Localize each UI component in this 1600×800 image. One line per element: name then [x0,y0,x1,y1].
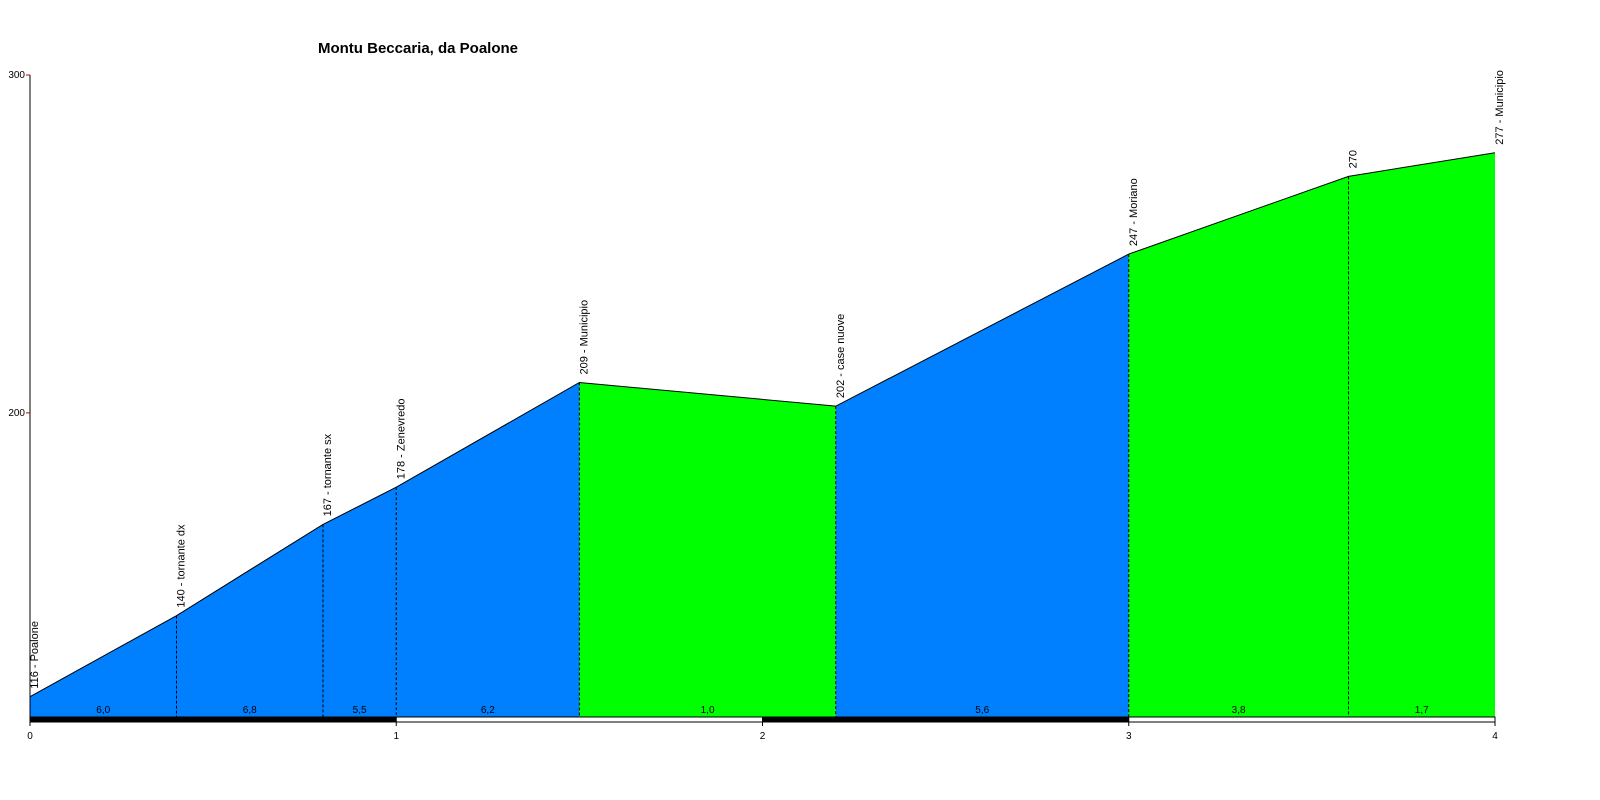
y-tick-label: 300 [8,70,25,81]
point-label: 140 - tornante dx [176,524,188,608]
point-label: 116 - Poalone [29,621,41,689]
gradient-label: 3,8 [1232,705,1246,716]
point-label: 178 - Zenevredo [395,399,407,480]
distance-bar [762,716,1130,723]
segment-area [1128,176,1349,718]
x-tick-label: 1 [393,731,399,742]
x-tick-label: 2 [760,731,766,742]
point-label: 209 - Municipio [578,300,590,375]
segment-area [579,382,836,717]
gradient-label: 1,0 [701,705,715,716]
gradient-label: 5,6 [975,705,989,716]
distance-bar [29,716,397,723]
point-label: 167 - tornante sx [322,433,334,516]
point-label: 202 - case nuove [835,314,847,398]
x-tick-label: 4 [1492,731,1498,742]
gradient-label: 6,2 [481,705,495,716]
segment-area [30,615,177,717]
point-label: 270 [1348,150,1360,168]
segment-area [323,487,397,717]
gradient-label: 6,0 [96,705,110,716]
y-tick-label: 200 [8,408,25,419]
gradient-label: 6,8 [243,705,257,716]
gradient-label: 1,7 [1415,705,1429,716]
x-tick-label: 0 [27,731,33,742]
chart-title: Montu Beccaria, da Poalone [318,40,518,57]
gradient-label: 5,5 [353,705,367,716]
x-tick-label: 3 [1126,731,1132,742]
segment-area [835,254,1129,717]
segment-area [396,382,580,717]
segment-area [1348,152,1495,717]
distance-bar [395,716,763,723]
point-label: 277 - Municipio [1494,70,1506,145]
segment-area [176,524,323,717]
distance-bar [1128,716,1496,723]
point-label: 247 - Moriano [1128,178,1140,246]
